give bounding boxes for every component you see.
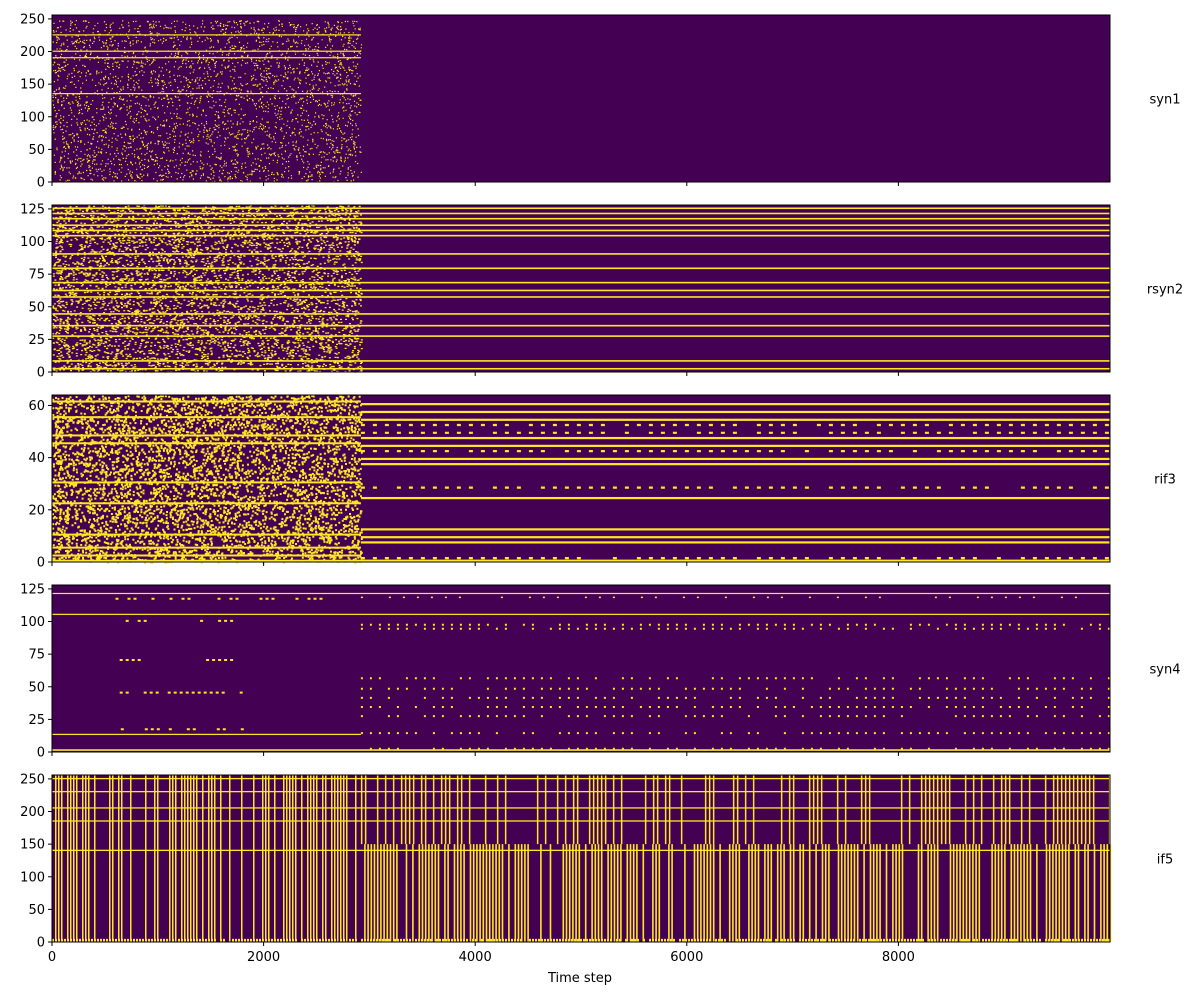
raster-marks bbox=[52, 395, 1110, 564]
y-tick-label: 250 bbox=[20, 772, 45, 787]
raster-marks bbox=[52, 20, 363, 184]
panel-background bbox=[52, 15, 1110, 182]
y-tick-label: 100 bbox=[20, 110, 45, 125]
panel-label: syn1 bbox=[1150, 93, 1181, 108]
panel-frame bbox=[51, 204, 1111, 373]
panel-frame bbox=[51, 584, 1111, 753]
y-tick-label: 25 bbox=[28, 333, 45, 348]
y-tick-label: 20 bbox=[28, 503, 45, 518]
y-tick-label: 125 bbox=[20, 202, 45, 217]
x-axis-label: Time step bbox=[547, 971, 612, 986]
y-tick-label: 40 bbox=[28, 451, 45, 466]
panel-label: syn4 bbox=[1150, 663, 1181, 678]
panel-rsyn2: 0 25 50 75 100 125 rsyn2 bbox=[20, 202, 1183, 380]
y-tick-label: 250 bbox=[20, 12, 45, 27]
y-tick-label: 200 bbox=[20, 45, 45, 60]
panels-layer: 050100150200250syn10255075100125rsyn2020… bbox=[20, 12, 1183, 965]
panel-rif3: 0 20 40 60 rif3 bbox=[28, 394, 1176, 571]
y-tick-label: 0 bbox=[37, 556, 45, 571]
panel-label: rsyn2 bbox=[1147, 283, 1183, 298]
y-tick-label: 60 bbox=[28, 399, 45, 414]
y-tick-label: 25 bbox=[28, 713, 45, 728]
y-tick-label: 150 bbox=[20, 838, 45, 853]
x-tick-label: 6000 bbox=[670, 950, 703, 965]
y-tick-label: 0 bbox=[37, 936, 45, 951]
y-tick-label: 100 bbox=[20, 235, 45, 250]
x-tick-label: 2000 bbox=[247, 950, 280, 965]
panel-label: rif3 bbox=[1154, 473, 1176, 488]
y-tick-label: 125 bbox=[20, 582, 45, 597]
panel-frame bbox=[51, 14, 1111, 183]
panel-syn4: 0 25 50 75 100 125 syn4 bbox=[20, 582, 1180, 760]
y-tick-label: 100 bbox=[20, 615, 45, 630]
panel-syn1: 0 50 100 150 200 250 syn1 bbox=[20, 12, 1180, 190]
y-tick-label: 50 bbox=[28, 903, 45, 918]
panel-frame bbox=[51, 394, 1111, 563]
y-tick-label: 150 bbox=[20, 78, 45, 93]
raster-marks bbox=[52, 775, 1112, 942]
raster-marks bbox=[52, 592, 1110, 751]
y-tick-label: 75 bbox=[28, 648, 45, 663]
x-tick-label: 0 bbox=[48, 950, 56, 965]
y-tick-label: 50 bbox=[28, 300, 45, 315]
panel-label: if5 bbox=[1157, 853, 1173, 868]
y-tick-label: 200 bbox=[20, 805, 45, 820]
y-tick-label: 100 bbox=[20, 870, 45, 885]
y-tick-label: 0 bbox=[37, 366, 45, 381]
y-tick-label: 0 bbox=[37, 176, 45, 191]
y-tick-label: 0 bbox=[37, 746, 45, 761]
y-tick-label: 50 bbox=[28, 680, 45, 695]
panel-background bbox=[52, 585, 1110, 752]
panel-frame bbox=[51, 774, 1111, 943]
panel-if5: 0 50 100 150 200 250 0 2000 4000 6000 8000 if5 bbox=[20, 772, 1173, 965]
panel-background bbox=[52, 205, 1110, 372]
y-tick-label: 75 bbox=[28, 268, 45, 283]
raster-marks bbox=[52, 205, 1110, 374]
x-tick-label: 4000 bbox=[459, 950, 492, 965]
x-tick-label: 8000 bbox=[882, 950, 915, 965]
y-tick-label: 50 bbox=[28, 143, 45, 158]
